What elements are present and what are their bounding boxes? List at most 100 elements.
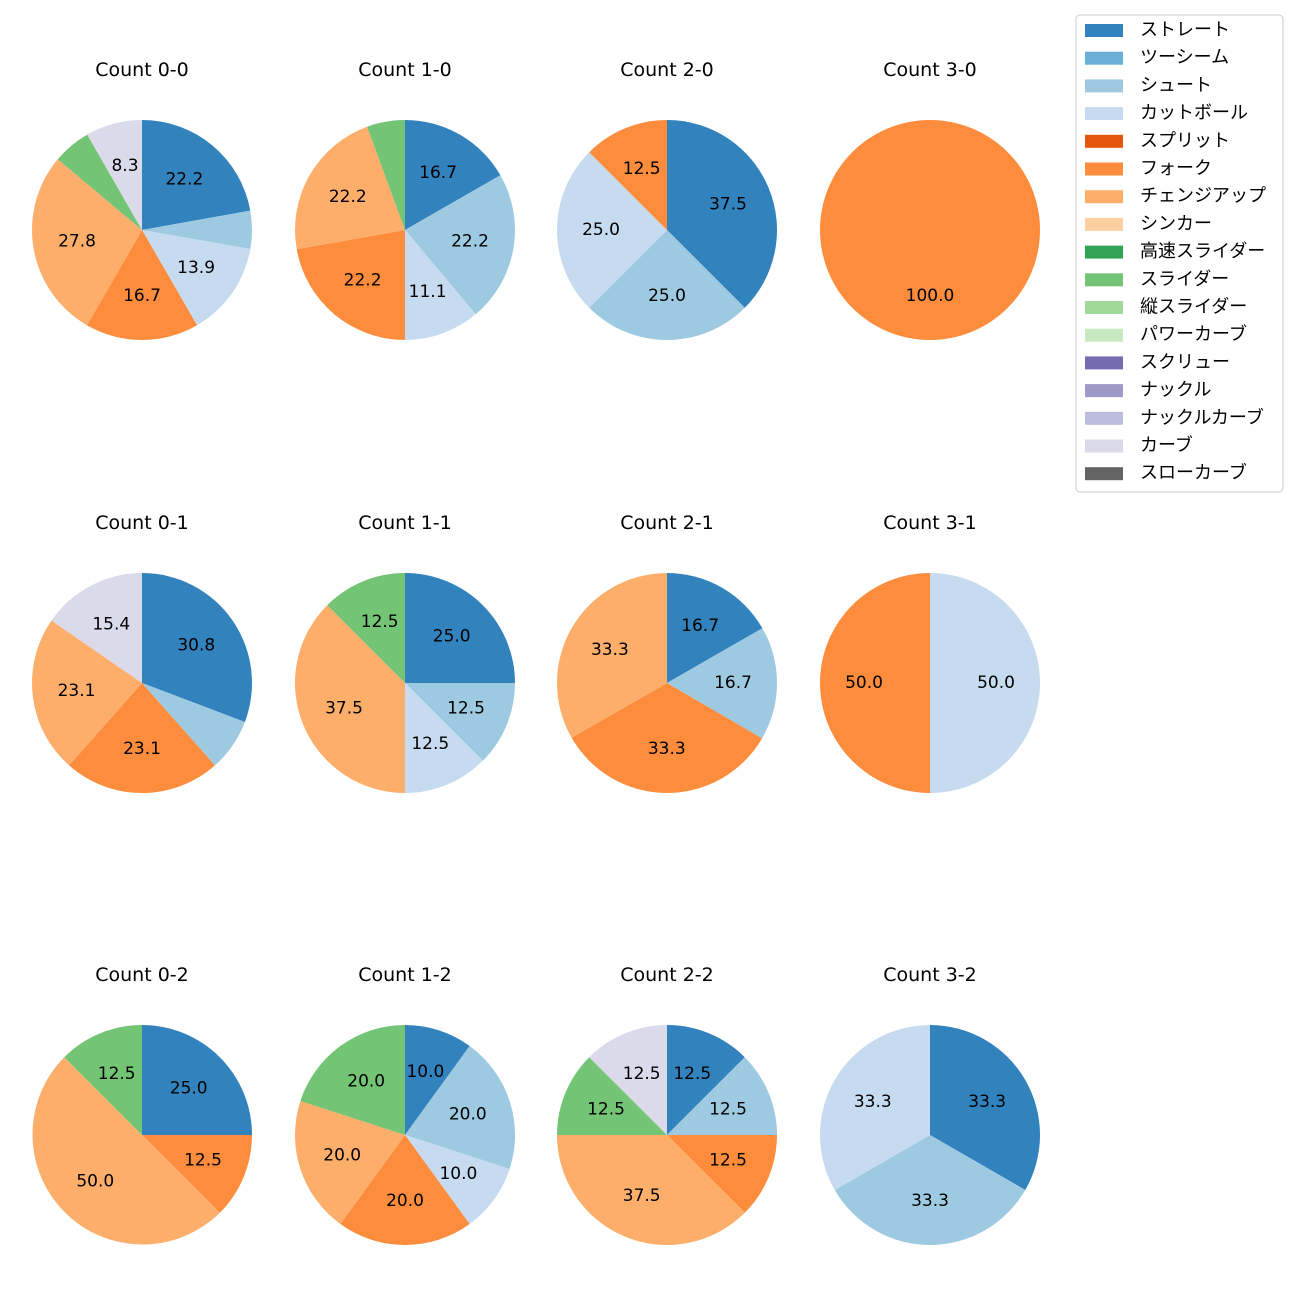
pies-group: Count 0-0 22.2 13.9 16.7 27.8 8.3 Count 1-0 16.… xyxy=(31,59,1040,1246)
pie-title: Count 3-0 xyxy=(883,59,977,81)
pie-slice-label: 33.3 xyxy=(854,1092,892,1112)
pie-slice xyxy=(327,573,405,683)
pie-slice-label: 12.5 xyxy=(184,1150,222,1170)
pie-slice xyxy=(557,1135,745,1245)
pie-slice-label: 20.0 xyxy=(347,1072,385,1092)
pie-slice xyxy=(405,175,516,315)
pie-slice xyxy=(820,120,1040,340)
legend-item: 縦スライダー xyxy=(1085,297,1247,318)
pie-slice-label: 22.2 xyxy=(344,271,382,291)
pie-slice-label: 12.5 xyxy=(361,612,399,632)
pie-slice-label: 50.0 xyxy=(845,673,883,693)
pie-slice-label: 27.8 xyxy=(58,231,96,251)
pie-slice-label: 12.5 xyxy=(623,159,661,179)
pie-slice xyxy=(667,1025,745,1135)
pie-slice-label: 37.5 xyxy=(325,698,363,718)
pie-slice xyxy=(142,119,251,230)
pie-slice xyxy=(367,120,405,230)
pie-4: Count 3-0 100.0 xyxy=(820,59,1040,340)
pie-slice xyxy=(31,620,142,766)
legend-item: フォーク xyxy=(1085,158,1212,179)
legend-label: ナックル xyxy=(1140,380,1211,401)
pie-slice-label: 10.0 xyxy=(439,1164,477,1184)
pie-slice xyxy=(667,628,778,739)
pie-slice xyxy=(86,230,198,340)
legend-label: ストレート xyxy=(1140,20,1230,41)
pie-slice xyxy=(142,683,245,766)
legend-item: チェンジアップ xyxy=(1085,186,1266,207)
pie-slice-label: 12.5 xyxy=(411,734,449,754)
pie-1: Count 0-0 22.2 13.9 16.7 27.8 8.3 xyxy=(32,59,253,340)
pie-title: Count 3-2 xyxy=(883,964,977,986)
pie-slice-label: 16.7 xyxy=(714,673,752,693)
pie-slice xyxy=(300,1025,405,1135)
pie-slice xyxy=(820,1025,930,1190)
pie-slice-label: 25.0 xyxy=(648,286,686,306)
pie-slice xyxy=(340,1135,470,1246)
legend-swatch xyxy=(1085,384,1123,398)
pie-slice-label: 20.0 xyxy=(323,1145,361,1165)
legend-label: ツーシーム xyxy=(1140,47,1229,68)
pie-3: Count 2-0 37.5 25.0 25.0 12.5 xyxy=(557,59,777,340)
pie-slice xyxy=(405,230,476,340)
pie-slice xyxy=(405,573,515,683)
legend-swatch xyxy=(1085,107,1123,121)
legend-label: パワーカーブ xyxy=(1140,323,1247,345)
legend-item: スプリット xyxy=(1085,130,1230,151)
pie-slice-label: 23.1 xyxy=(123,739,161,759)
pie-title: Count 0-0 xyxy=(95,59,189,81)
pie-slice xyxy=(405,120,501,230)
pie-slice xyxy=(51,573,142,683)
legend-label: カーブ xyxy=(1140,434,1193,456)
pie-slice-label: 22.2 xyxy=(165,169,203,189)
legend-swatch xyxy=(1085,439,1123,453)
pie-slice-label: 33.3 xyxy=(648,739,686,759)
legend-swatch xyxy=(1085,190,1123,204)
pie-slice xyxy=(142,1135,252,1213)
pie-title: Count 1-2 xyxy=(358,964,452,986)
legend-label: シンカー xyxy=(1140,213,1212,234)
pie-slice xyxy=(667,1135,777,1213)
legend-item: スクリュー xyxy=(1085,352,1230,373)
pie-slice xyxy=(930,573,1040,793)
pie-title: Count 0-1 xyxy=(95,512,189,534)
legend-label: スライダー xyxy=(1140,269,1229,290)
pie-slice xyxy=(571,683,763,794)
legend-item: 高速スライダー xyxy=(1085,241,1265,262)
pie-10: Count 1-2 10.0 20.0 10.0 20.0 20.0 20.0 xyxy=(294,964,516,1246)
pie-slice xyxy=(296,230,405,340)
pie-slice xyxy=(405,1046,516,1169)
pie-slice xyxy=(142,210,253,250)
legend-swatch xyxy=(1085,411,1123,425)
legend-swatch xyxy=(1085,328,1123,342)
pie-slice-label: 37.5 xyxy=(709,195,747,215)
pie-slice xyxy=(64,1025,142,1135)
pie-slice-label: 33.3 xyxy=(968,1092,1006,1112)
pie-slice-label: 12.5 xyxy=(709,1100,747,1120)
legend-label: フォーク xyxy=(1140,158,1212,179)
pie-slice xyxy=(557,1057,667,1135)
pie-title: Count 2-2 xyxy=(620,964,714,986)
legend-item: シュート xyxy=(1085,75,1212,96)
pie-slice xyxy=(557,152,667,308)
pie-slice-label: 50.0 xyxy=(76,1172,114,1192)
pie-slice-label: 11.1 xyxy=(409,282,447,302)
pie-slice xyxy=(556,573,667,738)
legend-item: ストレート xyxy=(1085,20,1230,41)
pie-slice xyxy=(405,1025,470,1135)
pie-8: Count 3-1 50.0 50.0 xyxy=(820,512,1040,793)
pie-5: Count 0-1 30.8 23.1 23.1 15.4 xyxy=(31,512,252,794)
pie-slice-label: 12.5 xyxy=(709,1150,747,1170)
pie-slice xyxy=(294,1101,405,1224)
legend-item: スローカーブ xyxy=(1085,462,1247,484)
legend-item: ナックルカーブ xyxy=(1085,406,1264,428)
legend-swatch xyxy=(1085,162,1123,176)
pie-slice-label: 16.7 xyxy=(681,616,719,636)
pie-title: Count 1-1 xyxy=(358,512,452,534)
legend-item: スライダー xyxy=(1085,269,1229,290)
pie-slice-label: 12.5 xyxy=(447,698,485,718)
pie-slice-label: 16.7 xyxy=(419,163,457,183)
legend-swatch xyxy=(1085,467,1123,481)
pie-12: Count 3-2 33.3 33.3 33.3 xyxy=(820,964,1040,1245)
